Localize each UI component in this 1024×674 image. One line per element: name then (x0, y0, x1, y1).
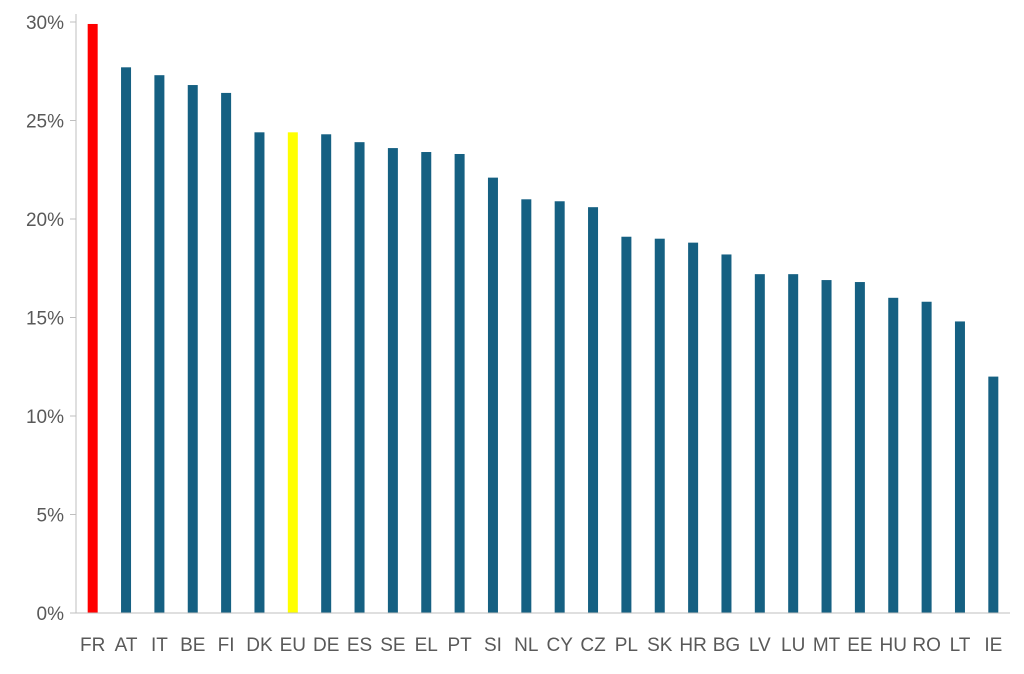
bar-mt (821, 280, 832, 613)
x-tick-label-lt: LT (950, 635, 971, 656)
bars-group (87, 23, 999, 614)
x-tick-label-mt: MT (813, 635, 841, 656)
bar-lv (754, 274, 765, 613)
x-tick-label-ie: IE (984, 635, 1002, 656)
y-tick-label: 10% (26, 407, 64, 428)
bar-hr (688, 242, 699, 613)
x-tick-label-cz: CZ (580, 635, 606, 656)
x-tick-label-be: BE (180, 635, 205, 656)
bar-el (421, 152, 432, 613)
x-tick-label-lu: LU (781, 635, 805, 656)
y-tick-label: 30% (26, 13, 64, 34)
bar-lu (788, 274, 799, 613)
x-tick-label-pl: PL (615, 635, 638, 656)
bar-si (487, 177, 498, 613)
bar-fr (87, 23, 98, 614)
bar-ee (854, 282, 865, 613)
x-tick-label-pt: PT (447, 635, 472, 656)
bar-sk (654, 238, 665, 613)
x-tick-label-de: DE (313, 635, 339, 656)
bar-it (154, 75, 165, 613)
x-tick-label-ro: RO (912, 635, 941, 656)
bar-bg (721, 254, 732, 613)
y-tick-label: 15% (26, 309, 64, 330)
x-tick-label-eu: EU (280, 635, 306, 656)
x-tick-label-it: IT (151, 635, 168, 656)
bar-eu (287, 132, 298, 613)
bar-nl (521, 199, 532, 614)
x-tick-label-sk: SK (647, 635, 673, 656)
x-tick-label-si: SI (484, 635, 502, 656)
bar-cy (554, 201, 565, 613)
bar-be (187, 85, 198, 614)
x-tick-label-se: SE (380, 635, 405, 656)
bar-fi (221, 92, 232, 614)
bar-at (121, 67, 132, 613)
y-tick-label: 0% (37, 604, 65, 625)
y-tick-label: 25% (26, 112, 64, 133)
x-tick-label-lv: LV (749, 635, 771, 656)
bar-hu (888, 297, 899, 613)
x-tick-label-hu: HU (880, 635, 907, 656)
x-tick-label-hr: HR (679, 635, 706, 656)
x-axis-ticks: FR AT IT BE FI DK EU DE ES SE EL PT SI NL CY CZ PL SK HR BG… (80, 635, 1002, 656)
x-tick-label-at: AT (115, 635, 138, 656)
x-tick-label-fr: FR (80, 635, 105, 656)
bar-ro (921, 301, 932, 613)
y-tick-label: 5% (37, 506, 65, 527)
bar-lt (954, 321, 965, 613)
x-tick-label-cy: CY (546, 635, 573, 656)
x-tick-label-es: ES (347, 635, 372, 656)
bar-de (321, 134, 332, 614)
y-axis-ticks: 0% 5% 10% 15% 20% 25% 30% (26, 13, 76, 625)
bar-dk (254, 132, 265, 613)
x-tick-label-nl: NL (514, 635, 538, 656)
bar-se (387, 148, 398, 613)
x-tick-label-dk: DK (246, 635, 273, 656)
bar-cz (588, 207, 599, 613)
bar-ie (988, 376, 999, 613)
x-tick-label-ee: EE (847, 635, 872, 656)
bar-pl (621, 236, 632, 614)
bar-es (354, 142, 365, 614)
x-tick-label-fi: FI (218, 635, 235, 656)
bar-pt (454, 153, 465, 614)
y-tick-label: 20% (26, 210, 64, 231)
x-tick-label-el: EL (415, 635, 438, 656)
x-tick-label-bg: BG (713, 635, 740, 656)
